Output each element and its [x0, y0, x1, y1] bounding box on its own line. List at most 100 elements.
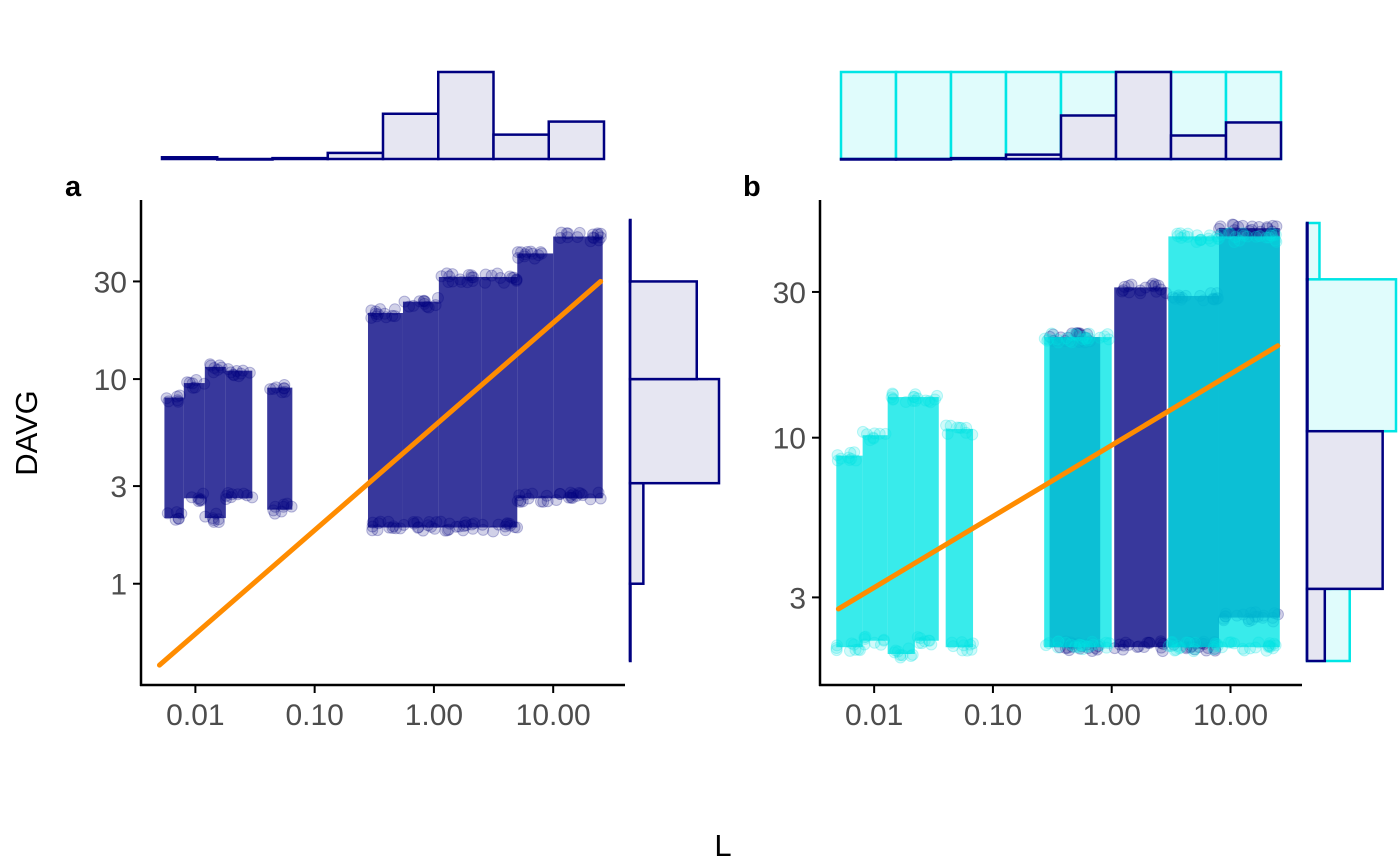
data-point: [541, 495, 554, 508]
data-point: [281, 497, 294, 510]
data-point: [1173, 642, 1186, 655]
data-point: [206, 512, 219, 525]
y-tick-label: 30: [94, 266, 127, 299]
data-point: [1270, 235, 1283, 248]
point-cluster-b-1-6: [1168, 236, 1280, 648]
data-point: [372, 517, 385, 530]
data-point: [1081, 334, 1094, 347]
data-point: [208, 361, 221, 374]
data-point: [916, 637, 929, 650]
data-point: [1269, 228, 1282, 241]
data-point: [199, 510, 212, 523]
data-point: [1042, 637, 1055, 650]
data-point: [1250, 230, 1263, 243]
data-point: [439, 524, 452, 537]
data-point: [925, 638, 938, 651]
data-point: [924, 396, 937, 409]
data-point: [1108, 642, 1121, 655]
data-point: [479, 276, 492, 289]
data-point: [1125, 278, 1138, 291]
data-point: [941, 427, 954, 440]
data-point: [1260, 644, 1273, 657]
data-point: [1065, 336, 1078, 349]
data-point: [477, 523, 490, 536]
data-point: [190, 374, 203, 387]
data-point: [911, 392, 924, 405]
x-tick-label: 1.00: [1083, 699, 1141, 732]
data-point: [1212, 232, 1225, 245]
data-point: [1145, 279, 1158, 292]
data-point: [418, 297, 431, 310]
data-point: [419, 295, 432, 308]
panel-b-marginal-x-histogram: [839, 70, 1283, 161]
hist-x-bar-cyan: [894, 70, 953, 161]
data-point: [830, 641, 843, 654]
data-point: [966, 428, 979, 441]
data-point: [532, 249, 545, 262]
panel-b: b 0.01 0.10 1.00 10.00 3 10 30: [743, 70, 1398, 732]
data-point: [241, 489, 254, 502]
data-point: [210, 507, 223, 520]
data-point: [909, 388, 922, 401]
data-point: [570, 489, 583, 502]
data-point: [516, 495, 529, 508]
data-point: [894, 648, 907, 661]
data-point: [388, 310, 401, 323]
data-point: [1154, 635, 1167, 648]
data-point: [1269, 639, 1282, 652]
data-point: [537, 495, 550, 508]
data-point: [965, 643, 978, 656]
data-point: [468, 517, 481, 530]
data-point: [276, 386, 289, 399]
data-point: [849, 643, 862, 656]
data-point: [1194, 234, 1207, 247]
data-point: [442, 523, 455, 536]
data-point: [220, 489, 233, 502]
hist-x-bar-navy: [1224, 121, 1283, 161]
data-point: [1237, 229, 1250, 242]
data-point: [867, 431, 880, 444]
data-point: [278, 382, 291, 395]
data-point: [181, 376, 194, 389]
data-point: [497, 276, 510, 289]
data-point: [1080, 640, 1093, 653]
data-point: [382, 515, 395, 528]
data-point: [387, 520, 400, 533]
hist-x-bar-navy: [839, 157, 898, 161]
data-point: [160, 392, 173, 405]
data-point: [1123, 286, 1136, 299]
data-point: [1083, 332, 1096, 345]
data-point: [885, 391, 898, 404]
data-point: [922, 634, 935, 647]
data-point: [959, 426, 972, 439]
data-point: [1238, 644, 1251, 657]
point-cluster-a-0-4: [267, 387, 293, 510]
data-point: [207, 515, 220, 528]
data-point: [514, 494, 527, 507]
data-point: [466, 522, 479, 535]
data-point: [1165, 639, 1178, 652]
data-point: [1246, 220, 1259, 233]
data-point: [849, 454, 862, 467]
data-point: [207, 366, 220, 379]
data-point: [172, 512, 185, 525]
data-point: [476, 518, 489, 531]
point-cluster-a-0-5: [367, 313, 403, 528]
data-point: [562, 491, 575, 504]
x-tick-label: 0.10: [964, 699, 1022, 732]
data-point: [534, 246, 547, 259]
hist-x-bar-navy: [1169, 134, 1228, 161]
data-point: [1204, 235, 1217, 248]
data-point: [873, 427, 886, 440]
data-point: [550, 494, 563, 507]
data-point: [1131, 641, 1144, 654]
data-point: [446, 268, 459, 281]
point-cluster-a-0-8: [481, 276, 518, 528]
panel-a-axes: 0.01 0.10 1.00 10.00 1 3 10 30: [94, 200, 625, 732]
data-point: [587, 228, 600, 241]
data-point: [1154, 283, 1167, 296]
data-point: [511, 521, 524, 534]
data-point: [886, 387, 899, 400]
data-point: [1162, 639, 1175, 652]
data-point: [944, 419, 957, 432]
